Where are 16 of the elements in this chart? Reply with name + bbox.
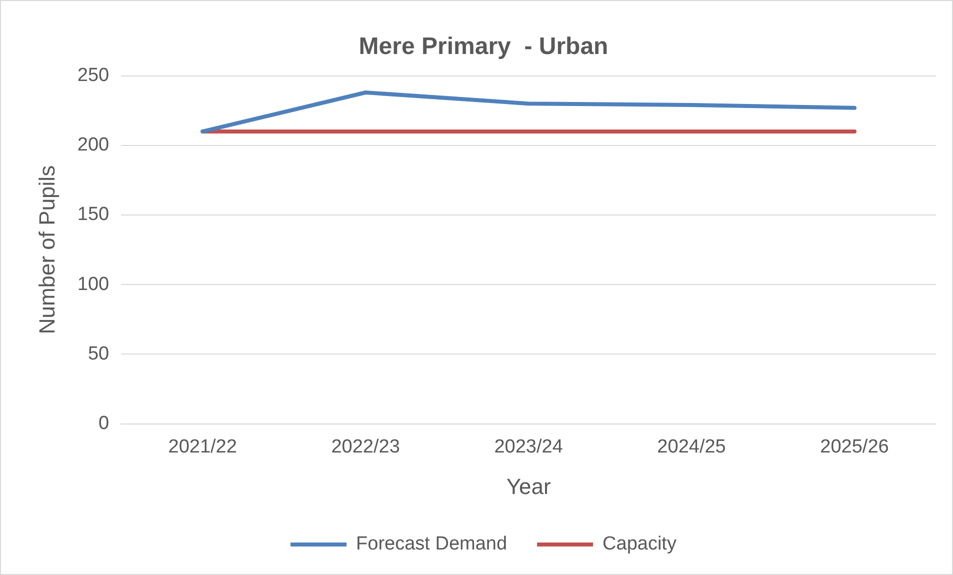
x-tick-label: 2021/22 [168,436,237,458]
legend-label: Forecast Demand [356,534,508,555]
chart-title: Mere Primary - Urban [358,33,608,60]
x-tick-label: 2023/24 [494,436,564,458]
y-tick-label: 0 [98,413,110,434]
y-tick-label: 100 [77,274,110,295]
y-tick-label: 50 [88,343,110,364]
y-tick-label: 150 [77,204,110,226]
legend-label: Capacity [602,534,677,555]
y-tick-label: 250 [77,65,110,86]
y-axis-title: Number of Pupils [34,165,60,334]
x-tick-label: 2022/23 [331,436,400,458]
y-tick-label: 200 [77,134,110,156]
x-axis-title: Year [506,474,551,499]
x-tick-label: 2024/25 [657,436,726,458]
x-tick-label: 2025/26 [820,436,889,458]
